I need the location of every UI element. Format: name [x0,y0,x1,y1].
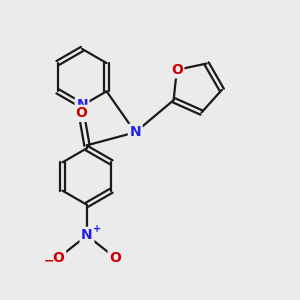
Text: O: O [171,63,183,77]
Text: O: O [109,251,121,265]
Text: N: N [81,228,93,242]
Text: −: − [44,254,55,267]
Text: O: O [53,251,64,265]
Text: O: O [75,106,87,120]
Text: +: + [93,224,101,235]
Text: N: N [130,125,141,139]
Text: N: N [76,98,88,112]
